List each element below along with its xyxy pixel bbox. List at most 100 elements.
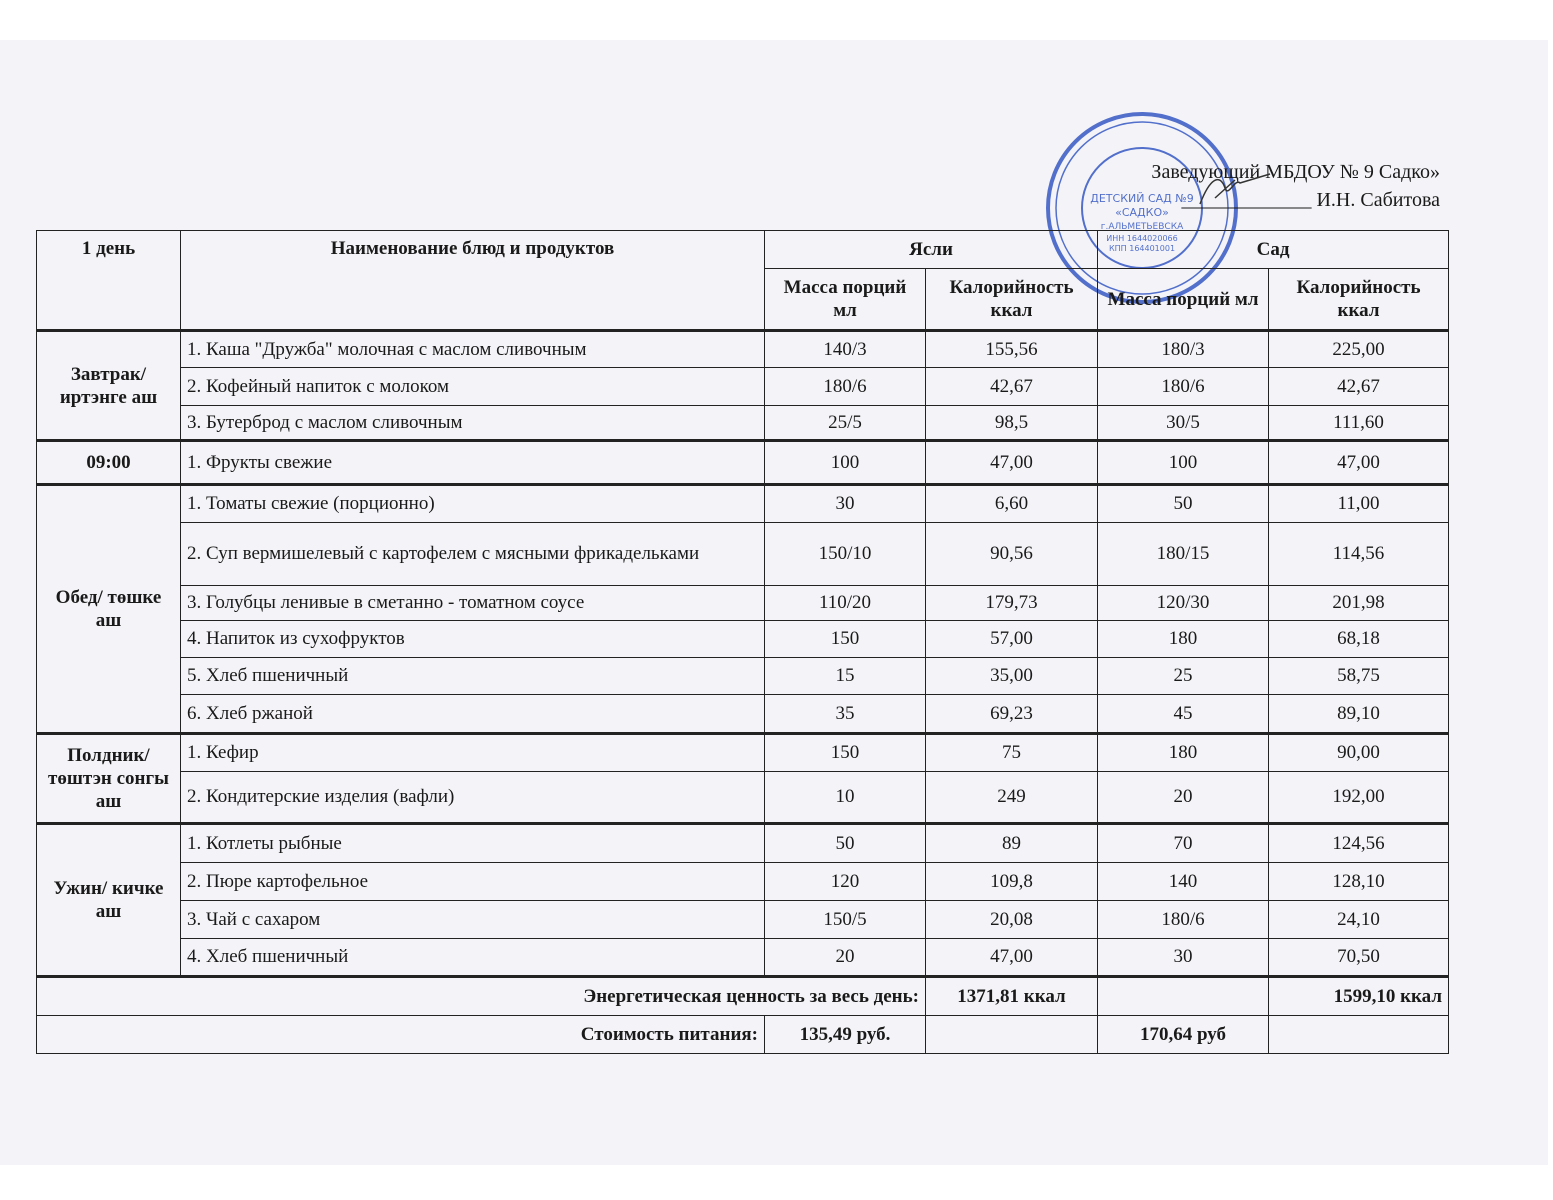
sad-kcal: 47,00 <box>1268 439 1450 485</box>
approval-block: Заведующий МБДОУ № 9 Садко» ____________… <box>1100 158 1440 214</box>
yasli-mass: 180/6 <box>764 367 926 406</box>
dish-name: 3. Чай с сахаром <box>180 900 765 939</box>
table-row: 2. Суп вермишелевый с картофелем с мясны… <box>37 522 1450 586</box>
yasli-kcal: 57,00 <box>924 620 1099 658</box>
yasli-kcal: 20,08 <box>924 900 1099 939</box>
sad-kcal: 89,10 <box>1268 694 1450 734</box>
yasli-mass: 30 <box>764 483 926 523</box>
sad-mass: 180 <box>1097 732 1270 772</box>
yasli-kcal: 69,23 <box>924 694 1099 734</box>
sad-kcal: 70,50 <box>1268 938 1450 977</box>
handwritten-signature <box>1199 173 1271 205</box>
yasli-mass: 150 <box>764 620 926 658</box>
meal-period: Обед/ төшке аш <box>36 483 181 734</box>
table-row: 6. Хлеб ржаной 35 69,23 45 89,10 <box>37 694 1450 734</box>
table-row: 09:00 1. Фрукты свежие 100 47,00 100 47,00 <box>36 439 1450 485</box>
header-dish-name: Наименование блюд и продуктов <box>180 230 765 331</box>
header-yasli-kcal: Калорийность ккал <box>924 268 1099 331</box>
yasli-mass: 35 <box>764 694 926 734</box>
header-sad-kcal: Калорийность ккал <box>1268 268 1450 331</box>
cost-sad: 170,64 руб <box>1097 1015 1270 1054</box>
sad-mass: 100 <box>1097 439 1270 485</box>
yasli-kcal: 179,73 <box>924 585 1099 621</box>
sad-mass: 140 <box>1097 862 1270 901</box>
yasli-kcal: 155,56 <box>924 329 1099 368</box>
dish-name: 1. Томаты свежие (порционно) <box>180 483 765 523</box>
sad-kcal: 225,00 <box>1268 329 1450 368</box>
meal-period: Полдник/ төштэн сонгы аш <box>36 732 181 824</box>
approval-signatory: _____________ И.Н. Сабитова <box>1181 189 1440 211</box>
yasli-kcal: 42,67 <box>924 367 1099 406</box>
table-row: Обед/ төшке аш 1. Томаты свежие (порционн… <box>36 483 1450 734</box>
sad-kcal: 42,67 <box>1268 367 1450 406</box>
yasli-mass: 15 <box>764 657 926 695</box>
yasli-mass: 150 <box>764 732 926 772</box>
yasli-kcal: 47,00 <box>924 938 1099 977</box>
yasli-kcal: 47,00 <box>924 439 1099 485</box>
sad-mass: 30 <box>1097 938 1270 977</box>
table-row: 3. Голубцы ленивые в сметанно - томатном… <box>37 585 1450 621</box>
dish-name: 4. Напиток из сухофруктов <box>180 620 765 658</box>
menu-table: 1 день Наименование блюд и продуктов Ясл… <box>36 230 1450 1054</box>
dish-name: 1. Котлеты рыбные <box>180 822 765 863</box>
table-row: 4. Хлеб пшеничный 20 47,00 30 70,50 <box>37 938 1450 977</box>
table-row: 2. Кофейный напиток с молоком 180/6 42,67 1… <box>37 367 1450 406</box>
header-yasli: Ясли <box>763 230 1099 269</box>
header-sad-mass: Масса порций мл <box>1097 268 1270 331</box>
yasli-kcal: 6,60 <box>924 483 1099 523</box>
table-row: 3. Чай с сахаром 150/5 20,08 180/6 24,10 <box>37 900 1450 939</box>
energy-sad: 1599,10 ккал <box>1268 975 1450 1016</box>
sad-mass: 70 <box>1097 822 1270 863</box>
yasli-mass: 10 <box>764 771 926 824</box>
energy-yasli: 1371,81 ккал <box>924 975 1099 1016</box>
yasli-mass: 25/5 <box>764 405 926 441</box>
energy-label: Энергетическая ценность за весь день: <box>36 975 926 1016</box>
sad-mass: 50 <box>1097 483 1270 523</box>
yasli-mass: 110/20 <box>764 585 926 621</box>
header-day: 1 день <box>36 230 181 331</box>
sad-kcal: 124,56 <box>1268 822 1450 863</box>
dish-name: 3. Голубцы ленивые в сметанно - томатном… <box>180 585 765 621</box>
yasli-mass: 150/10 <box>764 522 926 586</box>
sad-mass: 180/6 <box>1097 900 1270 939</box>
dish-name: 2. Суп вермишелевый с картофелем с мясны… <box>180 522 765 586</box>
header-yasli-mass: Масса порций мл <box>764 268 926 331</box>
sad-mass: 180/15 <box>1097 522 1270 586</box>
sad-kcal: 90,00 <box>1268 732 1450 772</box>
table-row: Ужин/ кичке аш 1. Котлеты рыбные 50 89 70 124… <box>36 822 1450 977</box>
cost-label: Стоимость питания: <box>36 1015 765 1054</box>
dish-name: 5. Хлеб пшеничный <box>180 657 765 695</box>
sad-mass: 180/3 <box>1097 329 1270 368</box>
table-row: Завтрак/ иртэнге аш 1. Каша "Дружба" моло… <box>36 329 1450 441</box>
yasli-kcal: 90,56 <box>924 522 1099 586</box>
yasli-kcal: 35,00 <box>924 657 1099 695</box>
svg-text:г.АЛЬМЕТЬЕВСКА: г.АЛЬМЕТЬЕВСКА <box>1101 222 1184 232</box>
meal-period: Завтрак/ иртэнге аш <box>36 329 181 441</box>
sad-kcal: 68,18 <box>1268 620 1450 658</box>
dish-name: 1. Кефир <box>180 732 765 772</box>
sad-mass: 45 <box>1097 694 1270 734</box>
yasli-mass: 140/3 <box>764 329 926 368</box>
sad-kcal: 111,60 <box>1268 405 1450 441</box>
sad-mass: 120/30 <box>1097 585 1270 621</box>
dish-name: 2. Пюре картофельное <box>180 862 765 901</box>
sad-kcal: 114,56 <box>1268 522 1450 586</box>
sad-kcal: 128,10 <box>1268 862 1450 901</box>
sad-kcal: 192,00 <box>1268 771 1450 824</box>
meal-period: Ужин/ кичке аш <box>36 822 181 977</box>
table-row: 4. Напиток из сухофруктов 150 57,00 180 68,1… <box>37 620 1450 658</box>
yasli-mass: 20 <box>764 938 926 977</box>
table-row: 2. Кондитерские изделия (вафли) 10 249 20 19… <box>37 771 1450 824</box>
table-row: 2. Пюре картофельное 120 109,8 140 128,10 <box>37 862 1450 901</box>
table-row: Полдник/ төштэн сонгы аш 1. Кефир 150 75 180… <box>36 732 1450 824</box>
sad-mass: 20 <box>1097 771 1270 824</box>
yasli-mass: 50 <box>764 822 926 863</box>
yasli-kcal: 98,5 <box>924 405 1099 441</box>
table-row: 3. Бутерброд с маслом сливочным 25/5 98,5 3… <box>37 405 1450 441</box>
sad-kcal: 11,00 <box>1268 483 1450 523</box>
svg-text:ДЕТСКИЙ САД №9: ДЕТСКИЙ САД №9 <box>1090 192 1193 205</box>
sad-kcal: 201,98 <box>1268 585 1450 621</box>
dish-name: 2. Кондитерские изделия (вафли) <box>180 771 765 824</box>
yasli-kcal: 89 <box>924 822 1099 863</box>
dish-name: 1. Каша "Дружба" молочная с маслом сливо… <box>180 329 765 368</box>
